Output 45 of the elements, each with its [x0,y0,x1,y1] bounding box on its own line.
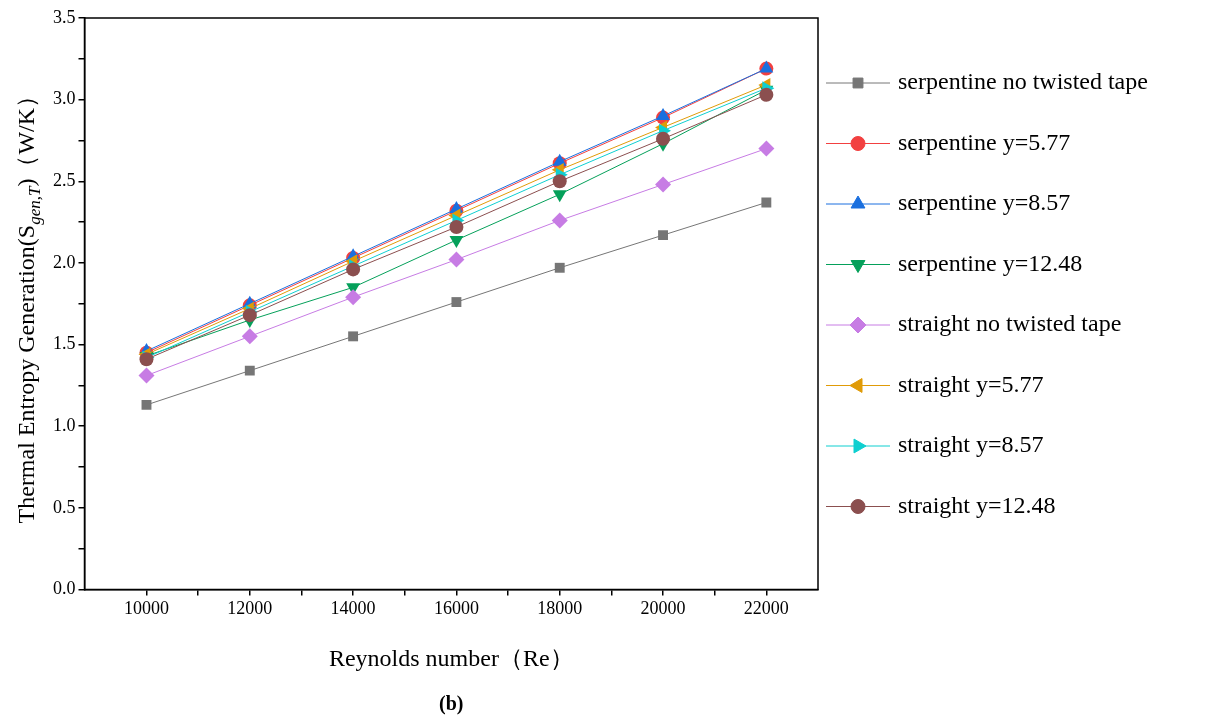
legend-label: serpentine no twisted tape [898,68,1148,95]
x-tick-label: 20000 [640,597,686,618]
point [655,176,672,193]
y-tick-label: 3.0 [53,88,76,109]
point [449,219,464,234]
point [758,140,775,157]
x-tick-label: 12000 [227,597,273,618]
point [241,328,258,345]
legend-label: straight no twisted tape [898,310,1122,337]
point [448,251,465,268]
point [554,262,565,273]
y-tick-label: 2.0 [53,251,76,272]
point [451,297,462,308]
point [759,87,774,102]
y-tick-label: 0.5 [53,496,76,517]
y-axis-title: Thermal Entropy Generation(Sgen,T)（W/K） [13,83,44,524]
legend-label: straight y=5.77 [898,370,1044,397]
point [141,399,152,410]
y-tick-label: 3.5 [53,6,76,27]
x-tick-label: 18000 [537,597,583,618]
point [656,131,671,146]
text: 0.0 [53,578,76,599]
y-tick-label: 1.5 [53,333,76,354]
legend-label: serpentine y=12.48 [898,249,1083,276]
point [551,212,568,229]
x-tick-label: 22000 [743,597,789,618]
legend-label: serpentine y=8.57 [898,189,1071,216]
point [345,289,362,306]
point [138,367,155,384]
text: (b) [439,691,464,715]
legend-label: straight y=12.48 [898,491,1056,518]
legend-label: serpentine y=5.77 [898,128,1071,155]
x-axis-title: Reynolds number（Re） [328,644,574,671]
point [552,174,567,189]
point [348,331,359,342]
point [658,230,668,241]
point [242,308,257,323]
x-tick-label: 16000 [433,597,479,618]
x-tick-label: 10000 [123,597,169,618]
point [244,365,255,376]
legend-label: straight y=8.57 [898,431,1044,458]
y-tick-label: 1.0 [53,414,76,435]
x-tick-label: 14000 [330,597,376,618]
y-tick-label: 2.5 [53,169,76,190]
point [761,197,772,208]
